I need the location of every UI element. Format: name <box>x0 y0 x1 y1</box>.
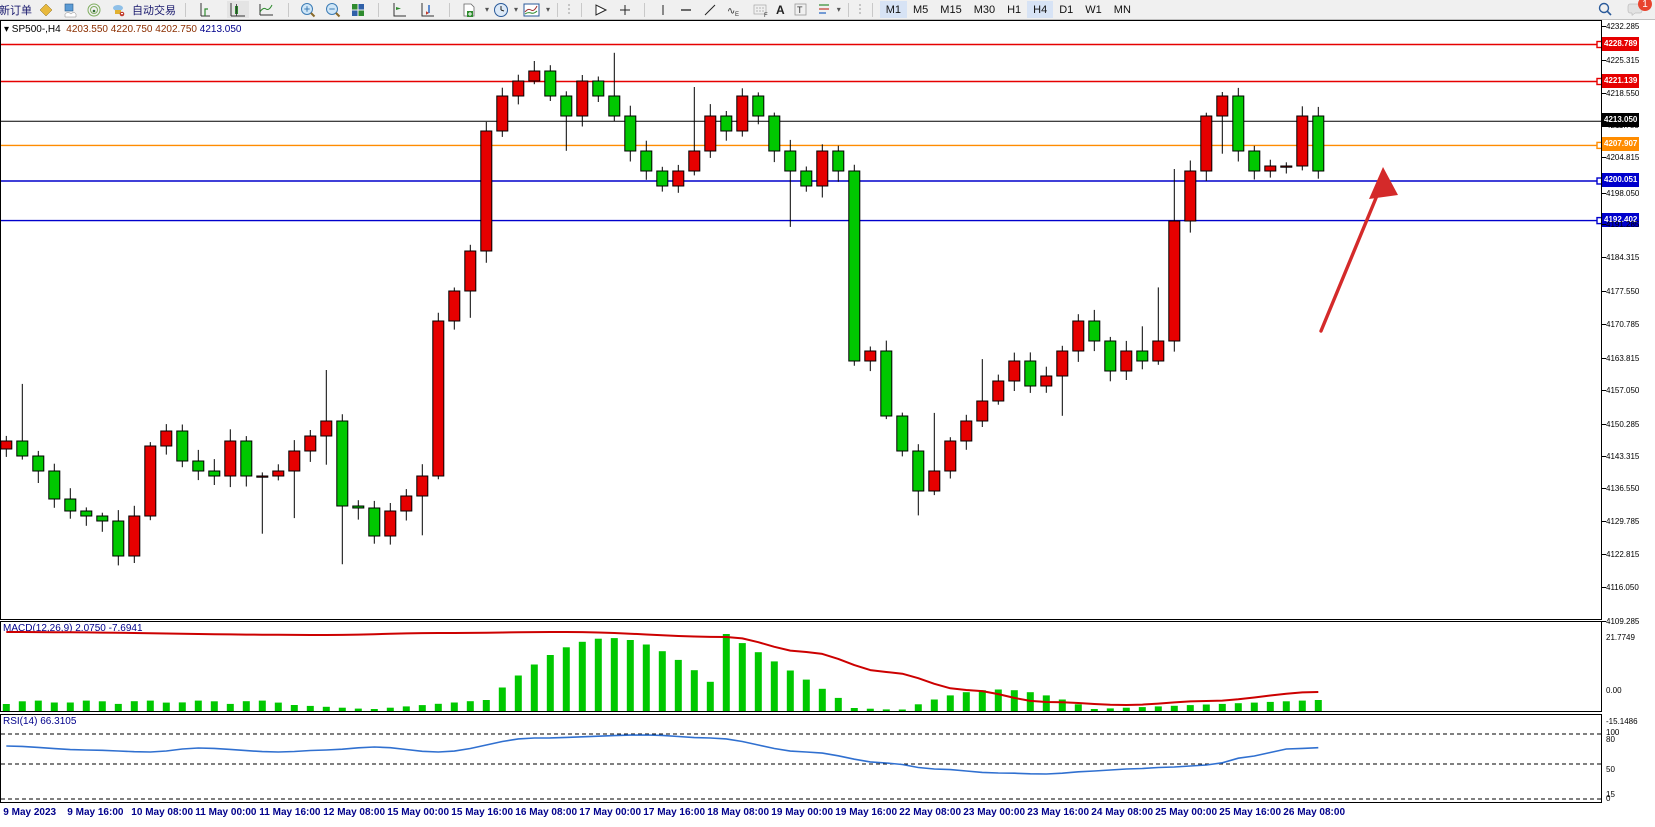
svg-text:E: E <box>735 12 739 18</box>
svg-text:T: T <box>797 5 803 15</box>
svg-text:F: F <box>764 13 768 18</box>
